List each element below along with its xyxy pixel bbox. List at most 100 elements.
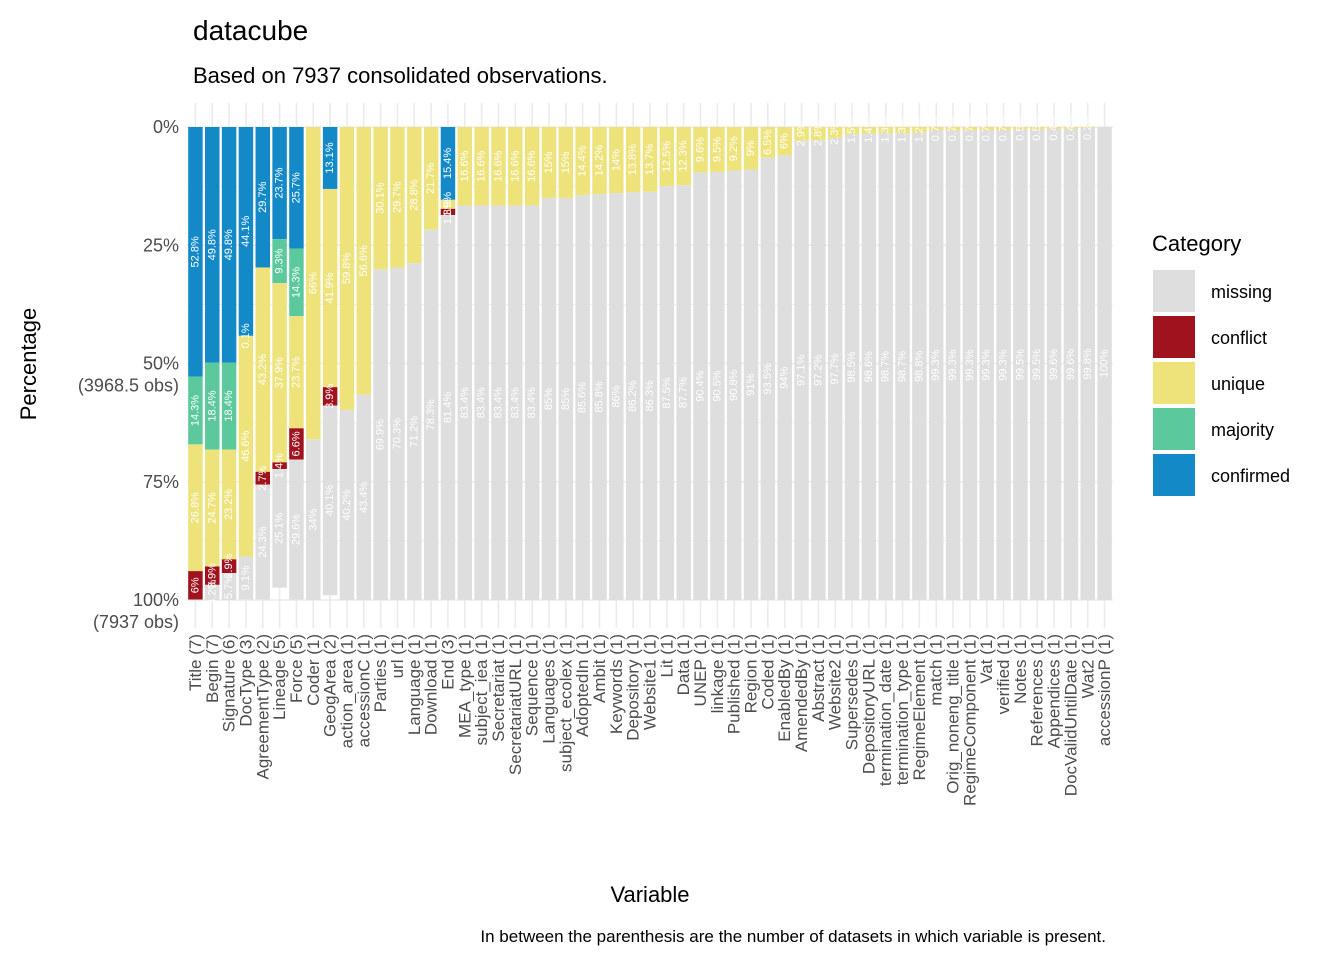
bar-value-label: 81.4%: [442, 392, 454, 423]
bar-value-label: 90.8%: [728, 369, 740, 400]
bar-missing: [322, 405, 338, 596]
bar-value-label: 0.7%: [981, 116, 993, 141]
bar-missing: [575, 195, 590, 600]
x-tick-label: Abstract (1): [809, 634, 828, 722]
bar-unique: [541, 127, 557, 198]
bar-majority: [289, 248, 304, 317]
bar-majority: [188, 376, 203, 445]
bar-unique: [474, 127, 489, 206]
bar-missing: [272, 468, 287, 588]
bar-unique: [1046, 127, 1062, 129]
bar-unique: [861, 127, 877, 134]
x-tick-label: Begin (7): [203, 634, 222, 703]
bar-value-label: 16.6%: [476, 150, 488, 181]
x-tick-label: Website2 (1): [826, 634, 845, 730]
x-tick-label: Region (1): [742, 634, 761, 713]
x-tick-label: termination_date (1): [876, 634, 895, 786]
bar-value-label: 99.6%: [1048, 349, 1060, 380]
x-tick-label: Keywords (1): [607, 634, 626, 734]
x-tick-label: Wat2 (1): [1078, 634, 1097, 699]
bar-value-label: 40.2%: [341, 489, 353, 520]
bar-unique: [188, 444, 203, 572]
bar-value-label: 83.4%: [492, 387, 504, 418]
bar-missing: [743, 169, 759, 600]
bar-value-label: 15%: [543, 151, 555, 173]
bar-conflict: [289, 428, 304, 460]
bar-confirmed: [238, 127, 254, 336]
x-axis-title: Variable: [610, 882, 689, 907]
bar-value-label: 16.6%: [509, 150, 521, 181]
bar-conflict: [440, 208, 456, 215]
bar-value-label: 1.4%: [863, 118, 875, 143]
bar-conflict: [255, 471, 271, 485]
bar-value-label: 29.6%: [290, 514, 302, 545]
bar-unique: [272, 283, 287, 463]
x-tick-label: Lineage (5): [270, 634, 289, 720]
bar-missing: [508, 205, 523, 600]
bar-unique: [592, 127, 607, 195]
bar-value-label: 49.8%: [223, 229, 235, 260]
bar-value-label: 25.7%: [290, 172, 302, 203]
x-tick-label: Coder (1): [304, 634, 323, 706]
bar-unique: [912, 127, 927, 133]
bar-missing: [1046, 128, 1062, 600]
bar-value-label: 86.3%: [644, 380, 656, 411]
bar-value-label: 16.6%: [526, 150, 538, 181]
x-tick-label: accessionP (1): [1095, 634, 1114, 746]
bar-value-label: 0.4%: [1048, 115, 1060, 140]
x-tick-label: DocType (3): [236, 634, 255, 727]
bar-missing: [609, 193, 624, 600]
bar-missing: [1063, 128, 1079, 600]
bar-value-label: 69.9%: [375, 419, 387, 450]
bar-value-label: 6.6%: [290, 431, 302, 456]
bar-missing: [558, 197, 574, 600]
bar-value-label: 100%: [1099, 349, 1111, 377]
x-tick-label: match (1): [927, 634, 946, 706]
bar-missing: [928, 130, 944, 600]
legend-key-conflict: [1153, 316, 1195, 358]
bar-missing: [407, 263, 422, 600]
bar-missing: [827, 137, 843, 600]
bar-value-label: 71.2%: [408, 416, 420, 447]
bar-unique: [322, 188, 338, 388]
legend-title: Category: [1152, 231, 1241, 256]
bar-unique: [962, 127, 978, 131]
bar-unique: [373, 127, 388, 270]
y-tick-obs-label: (7937 obs): [93, 612, 179, 632]
x-tick-label: DepositoryURL (1): [859, 634, 878, 774]
bar-value-label: 0.7%: [964, 116, 976, 141]
bar-missing: [794, 140, 809, 601]
legend-label-unique: unique: [1211, 374, 1265, 394]
bar-missing: [659, 186, 675, 600]
legend-key-majority: [1153, 408, 1195, 450]
bar-value-label: 6.5%: [762, 130, 774, 155]
bar-value-label: 1.4%: [274, 453, 286, 478]
bar-missing: [895, 133, 910, 601]
bar-missing: [1029, 129, 1045, 601]
bar-confirmed: [272, 127, 287, 240]
bar-conflict: [205, 566, 220, 585]
x-tick-label: Data (1): [674, 634, 693, 695]
legend-label-majority: majority: [1211, 420, 1274, 440]
bar-missing: [844, 134, 860, 600]
bar-value-label: 46.6%: [240, 430, 252, 461]
bar-missing: [945, 130, 961, 600]
bar-value-label: 99.5%: [1031, 349, 1043, 380]
bar-value-label: 85.8%: [593, 381, 605, 412]
x-tick-label: Language (1): [405, 634, 424, 735]
bar-value-label: 13.7%: [644, 144, 656, 175]
bar-missing: [592, 194, 607, 600]
bar-missing: [339, 409, 355, 600]
bar-value-label: 99.5%: [1014, 349, 1026, 380]
y-axis-ticks: 0% 25% 50%(3968.5 obs) 75% 100%(7937 obs): [78, 117, 179, 632]
bar-unique: [1013, 127, 1028, 130]
x-tick-label: linkage (1): [708, 634, 727, 713]
bar-value-label: 66%: [307, 272, 319, 294]
bar-missing: [356, 394, 372, 600]
bar-value-label: 78.3%: [425, 399, 437, 430]
bar-conflict: [188, 571, 203, 600]
bar-missing: [979, 130, 994, 600]
bar-value-label: 9.6%: [695, 137, 707, 162]
bar-value-label: 26.8%: [189, 492, 201, 523]
bar-value-label: 2.9%: [796, 121, 808, 146]
